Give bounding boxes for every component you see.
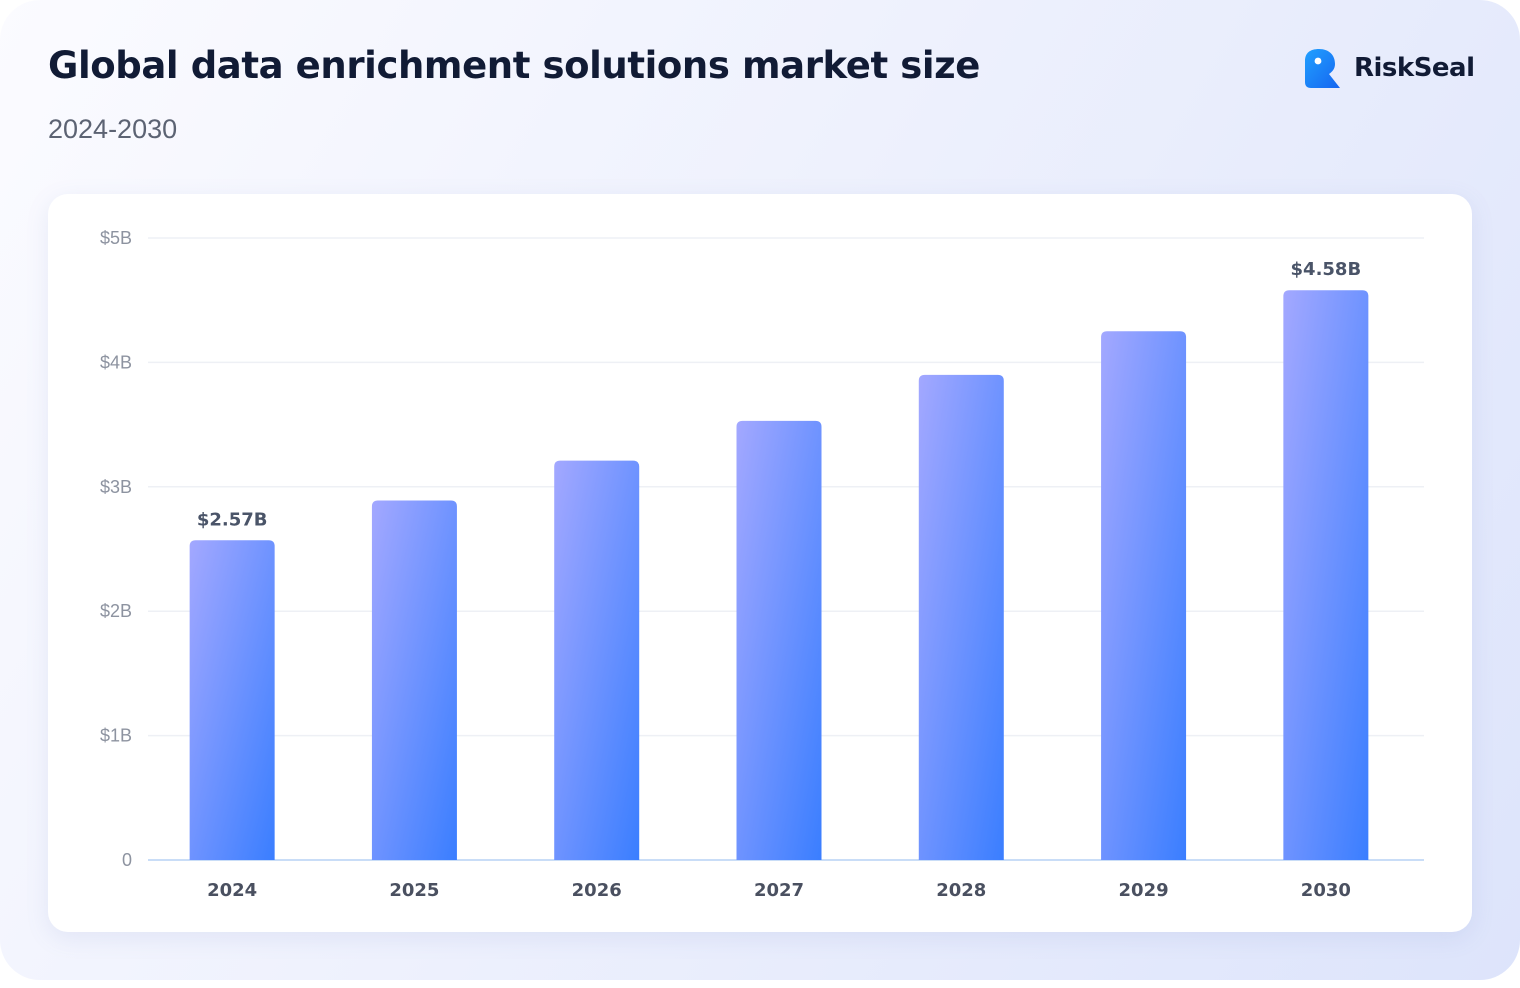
bar-2024 (189, 540, 275, 860)
x-tick-label: 2029 (1119, 880, 1169, 901)
y-tick-label: $4B (100, 352, 132, 372)
bar-2029 (1101, 331, 1187, 860)
y-tick-label: 0 (122, 850, 132, 870)
x-tick-label: 2030 (1301, 880, 1351, 901)
chart-title: Global data enrichment solutions market … (48, 44, 980, 87)
bar-chart: 0$1B$2B$3B$4B$5B 2024 2025 2026 2027 2028 202… (100, 228, 1424, 901)
x-tick-label: 2026 (572, 880, 622, 901)
bar-2027 (736, 420, 822, 860)
x-tick-label: 2027 (754, 880, 804, 901)
x-tick-label: 2024 (207, 880, 257, 901)
y-tick-label: $2B (100, 601, 132, 621)
y-tick-label: $5B (100, 228, 132, 248)
y-axis: 0 $1B $2B $3B $4B $5B (100, 228, 132, 870)
y-tick-label: $3B (100, 477, 132, 497)
x-tick-label: 2028 (936, 880, 986, 901)
x-tick-label: 2025 (389, 880, 439, 901)
data-label-2030: $4.58B (1291, 259, 1362, 280)
y-tick-label: $1B (100, 726, 132, 746)
data-label-2024: $2.57B (197, 509, 268, 530)
bar-2030 (1283, 290, 1369, 860)
chart-subtitle: 2024-2030 (48, 114, 178, 144)
x-axis: 2024 2025 2026 2027 2028 2029 2030 (207, 880, 1351, 901)
bar-2025 (371, 500, 457, 860)
bars (189, 290, 1369, 860)
data-labels: $2.57B $4.58B (197, 259, 1361, 530)
riskseal-logo-icon (1305, 49, 1340, 88)
bar-2026 (554, 460, 640, 860)
chart-card: 0 $1B $2B $3B $4B $5B 2024 2025 2026 2027 2028 202… (48, 194, 1472, 932)
brand-logo: RiskSeal (1302, 47, 1475, 89)
brand-name: RiskSeal (1354, 53, 1475, 83)
bar-2028 (918, 374, 1004, 860)
